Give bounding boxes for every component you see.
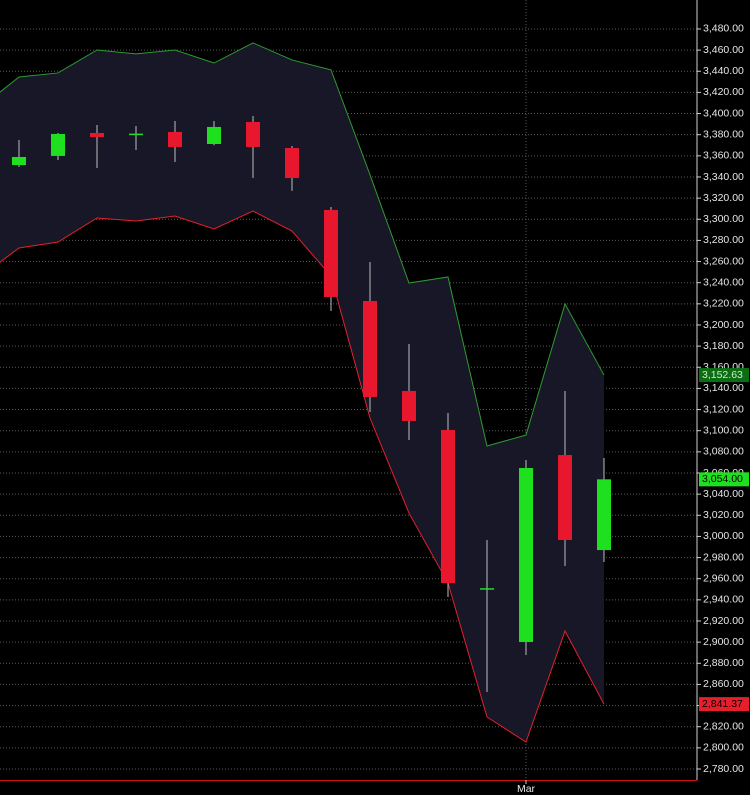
candle-body (285, 148, 299, 179)
last-value-label: 3,054.00 (702, 473, 743, 485)
candle-body (129, 133, 143, 136)
y-tick-label: 3,140.00 (703, 382, 744, 394)
y-tick-label: 3,420.00 (703, 86, 744, 98)
candle-body (51, 133, 65, 156)
last-value-box (699, 368, 749, 383)
y-tick-label: 3,300.00 (703, 213, 744, 225)
candle-body (597, 479, 611, 551)
y-tick-label: 2,900.00 (703, 636, 744, 648)
y-tick-label: 3,260.00 (703, 255, 744, 267)
y-tick-label: 2,880.00 (703, 657, 744, 669)
y-tick-label: 3,280.00 (703, 234, 744, 246)
y-tick-label: 3,460.00 (703, 44, 744, 56)
last-value-label: 3,152.63 (702, 369, 743, 381)
y-tick-label: 2,920.00 (703, 615, 744, 627)
candle-body (12, 156, 26, 166)
y-tick-label: 3,000.00 (703, 530, 744, 542)
candle-body (363, 300, 377, 397)
y-tick-label: 2,940.00 (703, 594, 744, 606)
y-tick-label: 3,400.00 (703, 107, 744, 119)
y-tick-label: 3,120.00 (703, 403, 744, 415)
y-tick-label: 2,980.00 (703, 551, 744, 563)
y-tick-label: 3,360.00 (703, 150, 744, 162)
y-tick-label: 3,100.00 (703, 424, 744, 436)
candle-body (90, 132, 104, 138)
upper-band-line (0, 42, 605, 447)
last-value-box (699, 472, 749, 487)
y-tick-label: 3,320.00 (703, 192, 744, 204)
band-area (0, 42, 604, 743)
y-tick-label: 3,180.00 (703, 340, 744, 352)
axis: 2,780.002,800.002,820.002,840.002,860.00… (517, 23, 749, 795)
last-value-box (699, 697, 749, 712)
y-tick-label: 2,860.00 (703, 678, 744, 690)
y-tick-label: 3,200.00 (703, 319, 744, 331)
y-tick-label: 3,240.00 (703, 276, 744, 288)
candle-body (168, 131, 182, 147)
last-value-label: 2,841.37 (702, 698, 743, 710)
y-tick-label: 3,380.00 (703, 128, 744, 140)
y-tick-label: 2,800.00 (703, 742, 744, 754)
y-tick-label: 3,220.00 (703, 298, 744, 310)
candle-body (324, 209, 338, 297)
y-tick-label: 2,820.00 (703, 720, 744, 732)
lower-band-line (0, 210, 605, 743)
candle-body (246, 122, 260, 147)
candle-body (480, 588, 494, 590)
plot-area (0, 42, 611, 743)
x-tick-label: Mar (517, 783, 536, 795)
y-tick-label: 3,480.00 (703, 23, 744, 35)
y-tick-label: 3,340.00 (703, 171, 744, 183)
candle-body (558, 455, 572, 541)
candle-body (519, 468, 533, 643)
candle-body (402, 390, 416, 421)
y-tick-label: 3,080.00 (703, 446, 744, 458)
y-tick-label: 2,960.00 (703, 572, 744, 584)
y-tick-label: 3,040.00 (703, 488, 744, 500)
candle-body (207, 126, 221, 144)
y-tick-label: 2,780.00 (703, 763, 744, 775)
y-tick-label: 3,440.00 (703, 65, 744, 77)
candle-body (441, 429, 455, 584)
y-tick-label: 3,020.00 (703, 509, 744, 521)
